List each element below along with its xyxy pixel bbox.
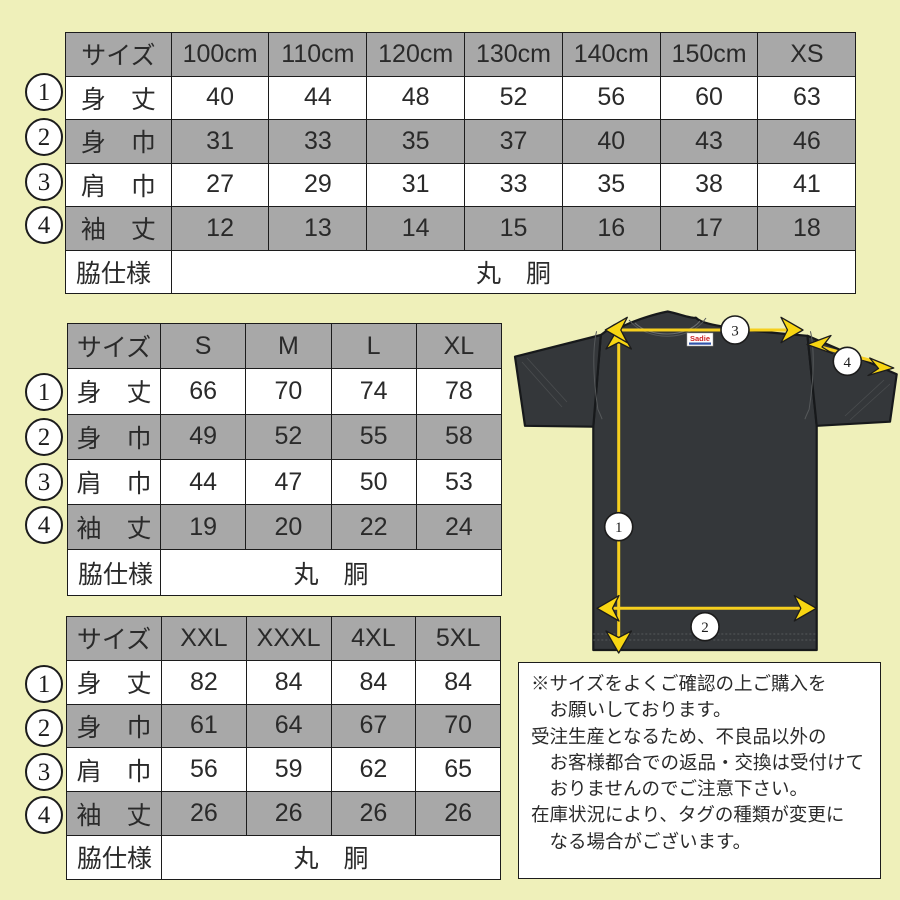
svg-text:2: 2 xyxy=(701,620,709,636)
svg-text:Sadie: Sadie xyxy=(690,334,710,343)
svg-text:3: 3 xyxy=(731,324,739,340)
svg-text:4: 4 xyxy=(844,355,852,371)
svg-text:1: 1 xyxy=(615,520,623,536)
